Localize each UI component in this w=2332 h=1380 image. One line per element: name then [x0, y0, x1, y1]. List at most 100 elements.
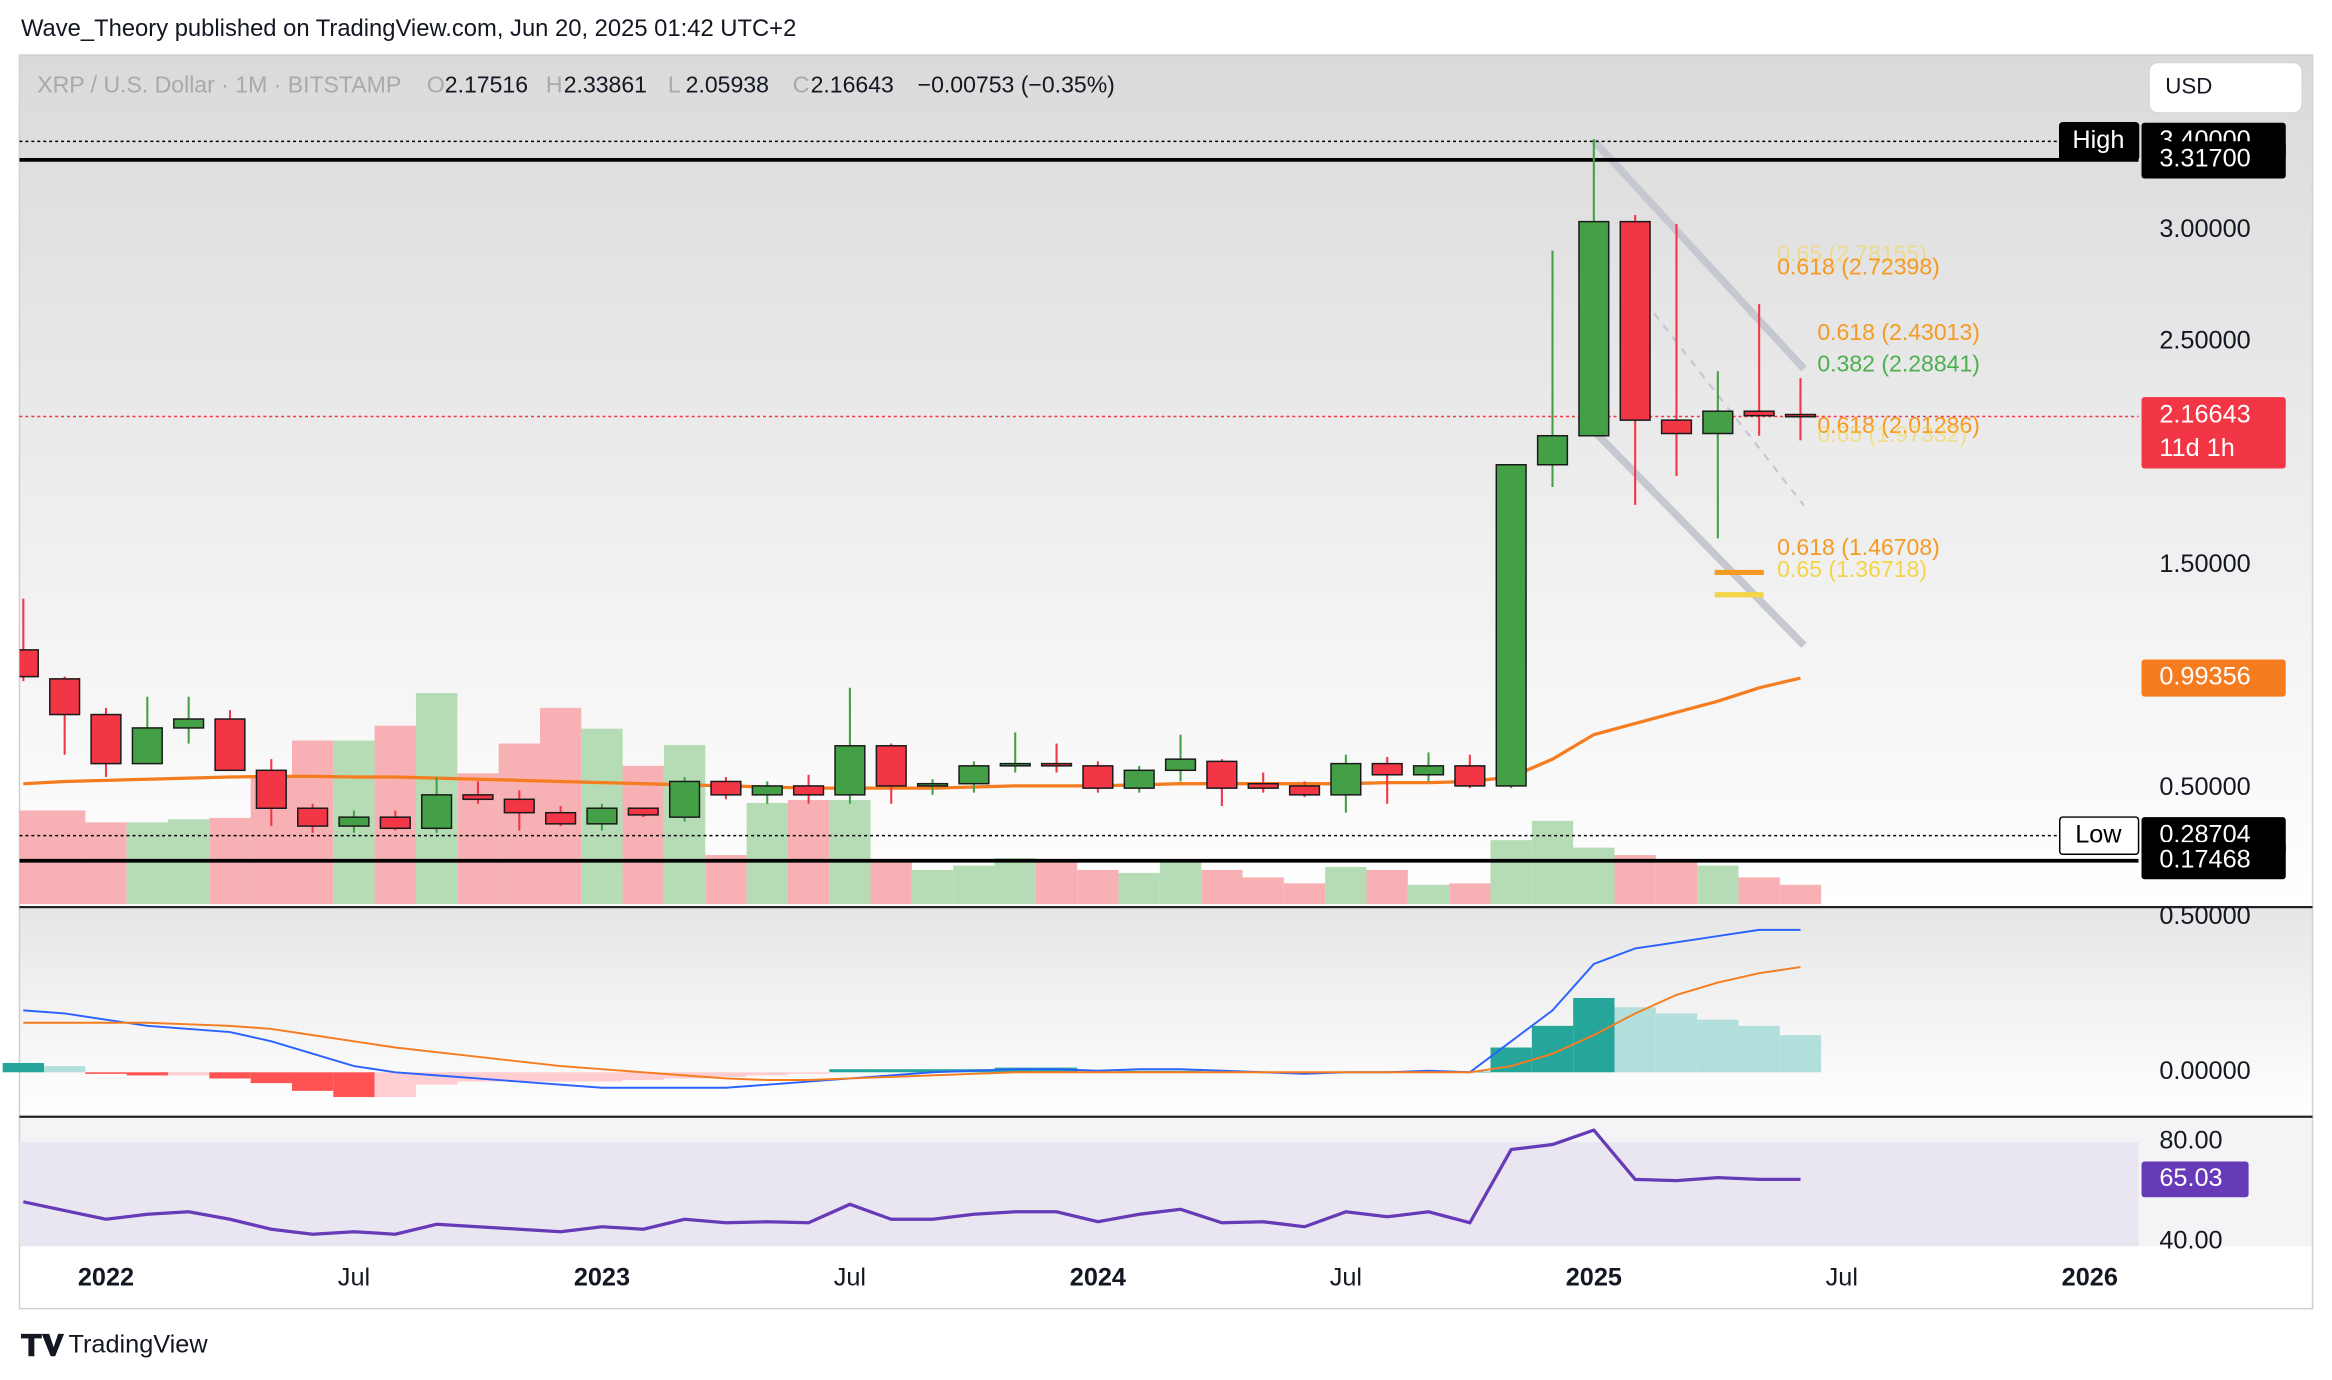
- candle-body: [90, 713, 122, 765]
- x-tick-label: Jul: [834, 1264, 866, 1292]
- macd-histogram-bar: [44, 1066, 86, 1073]
- candle-body: [503, 798, 535, 814]
- volume-area: [829, 800, 871, 905]
- x-tick-label: 2022: [78, 1264, 134, 1292]
- currency-button[interactable]: [2148, 61, 2303, 114]
- candle-body: [131, 727, 163, 765]
- volume-area: [44, 810, 86, 905]
- volume-area: [746, 803, 788, 905]
- macd-histogram-bar: [374, 1072, 416, 1098]
- macd-histogram-bar: [1614, 1007, 1656, 1073]
- macd-histogram-bar: [829, 1069, 871, 1073]
- y-tick-label: 0.00000: [2159, 1057, 2250, 1085]
- volume-area: [126, 822, 168, 905]
- macd-histogram-bar: [1738, 1025, 1780, 1073]
- macd-histogram-bar: [498, 1072, 540, 1082]
- volume-area: [1035, 862, 1078, 905]
- rsi-value-label: 65.03: [2159, 1164, 2222, 1192]
- byline: Wave_Theory published on TradingView.com…: [21, 15, 796, 42]
- candle-body: [214, 718, 246, 772]
- candle-body: [1619, 220, 1651, 421]
- volume-area: [1201, 869, 1243, 905]
- macd-histogram-bar: [1655, 1013, 1698, 1073]
- candle-body: [49, 678, 81, 716]
- candle-body: [421, 794, 453, 830]
- volume-area: [663, 745, 706, 905]
- price-tag-box: [2058, 122, 2140, 161]
- macd-histogram-bar: [581, 1072, 623, 1082]
- candle-body: [297, 807, 329, 827]
- fib-label: 0.382 (2.28841): [1817, 351, 1980, 377]
- candle-body: [1578, 220, 1610, 437]
- macd-histogram-bar: [167, 1072, 210, 1076]
- price-tag: High: [2072, 126, 2124, 154]
- ohlc-key: L: [668, 71, 681, 97]
- price-tag-box: [2058, 816, 2140, 855]
- ohlc-value: 2.16643: [811, 71, 894, 97]
- chart-frame: [18, 54, 2314, 1310]
- macd-histogram-bar: [85, 1072, 127, 1074]
- price-tag: Low: [2075, 820, 2122, 848]
- volume-area: [994, 858, 1036, 905]
- channel-line: [1591, 428, 1807, 648]
- candle-body: [1164, 758, 1197, 772]
- ohlc-key: C: [793, 71, 810, 97]
- candle-body: [875, 745, 907, 787]
- x-tick-label: Jul: [1826, 1264, 1858, 1292]
- fib-label: 0.618 (2.01286): [1817, 412, 1980, 438]
- volume-area: [1738, 877, 1780, 905]
- channel-line: [1591, 138, 1807, 372]
- volume-area: [85, 822, 127, 905]
- macd-histogram-bar: [209, 1072, 251, 1079]
- macd-line: [23, 966, 1801, 1081]
- ohlc-key: H: [546, 71, 563, 97]
- symbol-title: XRP / U.S. Dollar · 1M · BITSTAMP: [37, 71, 401, 97]
- volume-area: [1118, 872, 1160, 905]
- volume-area: [19, 810, 45, 905]
- currency[interactable]: USD: [2165, 74, 2212, 99]
- y-tick-label: 1.50000: [2159, 550, 2250, 578]
- ohlc-key: O: [427, 71, 445, 97]
- macd-histogram-bar: [746, 1072, 788, 1076]
- candle-body: [627, 807, 659, 816]
- volume-area: [1697, 865, 1739, 905]
- logo-mark: [20, 1333, 65, 1357]
- volume-area: [1407, 884, 1450, 905]
- candle-body: [668, 780, 701, 818]
- macd-histogram-bar: [870, 1069, 912, 1073]
- candle-body: [1495, 464, 1527, 787]
- volume-area: [953, 865, 995, 905]
- fib-label: 0.618 (1.46708): [1777, 534, 1940, 560]
- fib-label: 0.618 (2.72398): [1777, 253, 1940, 279]
- candle-body: [1082, 765, 1114, 789]
- volume-area: [1449, 883, 1491, 905]
- ohlc-value: 2.17516: [445, 71, 528, 97]
- volume-area: [911, 869, 954, 905]
- candle-body: [1536, 435, 1569, 466]
- candle-body: [338, 816, 370, 827]
- macd-histogram-bar: [126, 1072, 168, 1076]
- candle-body: [586, 807, 618, 825]
- candle-body: [1371, 762, 1403, 776]
- fib-label: 0.618 (2.43013): [1817, 319, 1980, 345]
- candle-body: [255, 769, 287, 809]
- y-tick-label: 0.50000: [2159, 773, 2250, 801]
- x-tick-label: Jul: [1330, 1264, 1362, 1292]
- candle-body: [999, 762, 1031, 767]
- volume-area: [1573, 847, 1615, 905]
- candle-body: [1454, 765, 1486, 787]
- macd-histogram-bar: [457, 1072, 499, 1082]
- candle-body: [379, 816, 411, 830]
- volume-area: [1325, 866, 1367, 905]
- ohlc-value: 2.05938: [686, 71, 769, 97]
- fib-label: 0.65 (1.36718): [1777, 556, 1927, 582]
- y-tick-label: 40.00: [2159, 1226, 2222, 1254]
- price-label-box: [2141, 397, 2286, 469]
- volume-area: [1614, 855, 1656, 905]
- main-plot: 0.65 (2.78155)0.618 (2.72398) 0.618 (2.43…: [19, 138, 2139, 905]
- candle-body: [710, 780, 742, 796]
- candle-body: [1247, 782, 1279, 789]
- volume-area: [870, 862, 912, 905]
